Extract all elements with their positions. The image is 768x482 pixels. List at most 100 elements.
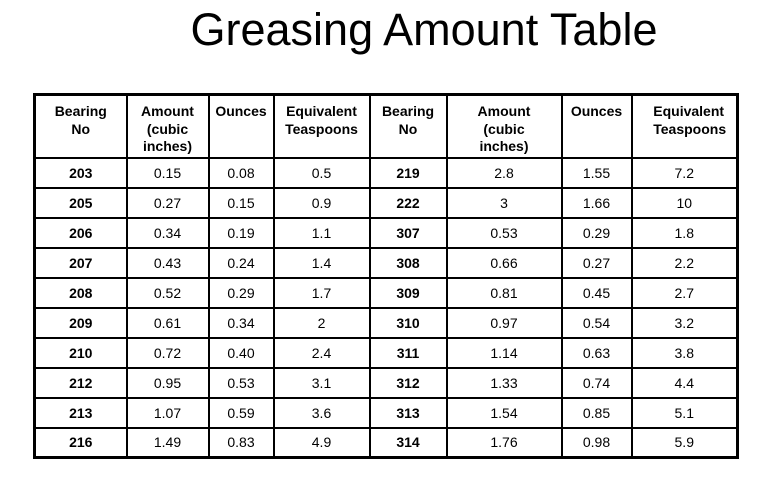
cell-teaspoons: 0.5 — [272, 156, 371, 189]
cell-bearing-no: 213 — [33, 396, 128, 429]
greasing-amount-table: Bearing No Amount (cubic inches) Ounces … — [33, 93, 739, 459]
cell-ounces: 0.08 — [207, 156, 275, 189]
cell-amount: 1.14 — [445, 336, 563, 369]
cell-bearing-no: 314 — [368, 426, 448, 459]
cell-bearing-no: 207 — [33, 246, 128, 279]
page-title: Greasing Amount Table — [190, 4, 658, 55]
table-header-row: Bearing No Amount (cubic inches) Ounces … — [33, 93, 739, 159]
cell-ounces: 0.59 — [207, 396, 275, 429]
cell-ounces: 1.66 — [560, 186, 633, 219]
cell-teaspoons: 4.4 — [630, 366, 739, 399]
cell-ounces: 0.40 — [207, 336, 275, 369]
cell-teaspoons: 2.7 — [630, 276, 739, 309]
cell-amount: 2.8 — [445, 156, 563, 189]
cell-amount: 1.54 — [445, 396, 563, 429]
col-header-ounces: Ounces — [207, 93, 275, 159]
cell-ounces: 0.27 — [560, 246, 633, 279]
cell-teaspoons: 10 — [630, 186, 739, 219]
cell-teaspoons: 3.2 — [630, 306, 739, 339]
cell-ounces: 0.53 — [207, 366, 275, 399]
table-row: 203 0.15 0.08 0.5 219 2.8 1.55 7.2 — [33, 156, 739, 189]
cell-teaspoons: 3.6 — [272, 396, 371, 429]
table-row: 209 0.61 0.34 2 310 0.97 0.54 3.2 — [33, 306, 739, 339]
cell-teaspoons: 4.9 — [272, 426, 371, 459]
table-row: 212 0.95 0.53 3.1 312 1.33 0.74 4.4 — [33, 366, 739, 399]
cell-amount: 0.43 — [125, 246, 210, 279]
cell-ounces: 0.19 — [207, 216, 275, 249]
cell-amount: 1.07 — [125, 396, 210, 429]
cell-amount: 0.61 — [125, 306, 210, 339]
table-row: 216 1.49 0.83 4.9 314 1.76 0.98 5.9 — [33, 426, 739, 459]
cell-amount: 1.76 — [445, 426, 563, 459]
cell-bearing-no: 219 — [368, 156, 448, 189]
cell-ounces: 0.34 — [207, 306, 275, 339]
cell-bearing-no: 307 — [368, 216, 448, 249]
cell-bearing-no: 208 — [33, 276, 128, 309]
cell-teaspoons: 1.1 — [272, 216, 371, 249]
cell-amount: 0.81 — [445, 276, 563, 309]
cell-bearing-no: 313 — [368, 396, 448, 429]
col-header-amount: Amount (cubic inches) — [125, 93, 210, 159]
cell-amount: 0.97 — [445, 306, 563, 339]
table-row: 210 0.72 0.40 2.4 311 1.14 0.63 3.8 — [33, 336, 739, 369]
cell-teaspoons: 2 — [272, 306, 371, 339]
col-header-ounces: Ounces — [560, 93, 633, 159]
cell-ounces: 0.29 — [207, 276, 275, 309]
cell-amount: 3 — [445, 186, 563, 219]
cell-ounces: 0.63 — [560, 336, 633, 369]
table-row: 213 1.07 0.59 3.6 313 1.54 0.85 5.1 — [33, 396, 739, 429]
cell-teaspoons: 5.9 — [630, 426, 739, 459]
cell-amount: 0.27 — [125, 186, 210, 219]
cell-amount: 0.53 — [445, 216, 563, 249]
col-header-bearing-no: Bearing No — [33, 93, 128, 159]
cell-bearing-no: 209 — [33, 306, 128, 339]
cell-amount: 0.66 — [445, 246, 563, 279]
cell-teaspoons: 7.2 — [630, 156, 739, 189]
cell-teaspoons: 1.7 — [272, 276, 371, 309]
cell-ounces: 0.74 — [560, 366, 633, 399]
table-row: 205 0.27 0.15 0.9 222 3 1.66 10 — [33, 186, 739, 219]
cell-bearing-no: 309 — [368, 276, 448, 309]
table-body: 203 0.15 0.08 0.5 219 2.8 1.55 7.2 205 0.27 0.15 0.… — [33, 156, 739, 459]
cell-ounces: 0.98 — [560, 426, 633, 459]
table-row: 208 0.52 0.29 1.7 309 0.81 0.45 2.7 — [33, 276, 739, 309]
cell-bearing-no: 203 — [33, 156, 128, 189]
cell-amount: 1.49 — [125, 426, 210, 459]
cell-teaspoons: 1.8 — [630, 216, 739, 249]
cell-ounces: 0.54 — [560, 306, 633, 339]
table-row: 206 0.34 0.19 1.1 307 0.53 0.29 1.8 — [33, 216, 739, 249]
cell-amount: 0.72 — [125, 336, 210, 369]
cell-bearing-no: 311 — [368, 336, 448, 369]
col-header-amount: Amount (cubic inches) — [445, 93, 563, 159]
cell-bearing-no: 312 — [368, 366, 448, 399]
cell-teaspoons: 2.2 — [630, 246, 739, 279]
cell-teaspoons: 2.4 — [272, 336, 371, 369]
cell-bearing-no: 206 — [33, 216, 128, 249]
cell-bearing-no: 205 — [33, 186, 128, 219]
cell-amount: 0.34 — [125, 216, 210, 249]
cell-ounces: 0.83 — [207, 426, 275, 459]
cell-teaspoons: 0.9 — [272, 186, 371, 219]
cell-amount: 1.33 — [445, 366, 563, 399]
col-header-teaspoons: Equivalent Teaspoons — [630, 93, 739, 159]
cell-amount: 0.52 — [125, 276, 210, 309]
cell-bearing-no: 222 — [368, 186, 448, 219]
cell-bearing-no: 308 — [368, 246, 448, 279]
cell-teaspoons: 1.4 — [272, 246, 371, 279]
cell-bearing-no: 210 — [33, 336, 128, 369]
cell-bearing-no: 216 — [33, 426, 128, 459]
cell-amount: 0.95 — [125, 366, 210, 399]
col-header-teaspoons: Equivalent Teaspoons — [272, 93, 371, 159]
cell-ounces: 0.24 — [207, 246, 275, 279]
cell-ounces: 0.45 — [560, 276, 633, 309]
cell-teaspoons: 5.1 — [630, 396, 739, 429]
cell-teaspoons: 3.8 — [630, 336, 739, 369]
table-row: 207 0.43 0.24 1.4 308 0.66 0.27 2.2 — [33, 246, 739, 279]
cell-ounces: 0.29 — [560, 216, 633, 249]
cell-ounces: 1.55 — [560, 156, 633, 189]
cell-amount: 0.15 — [125, 156, 210, 189]
cell-ounces: 0.15 — [207, 186, 275, 219]
cell-bearing-no: 212 — [33, 366, 128, 399]
col-header-bearing-no: Bearing No — [368, 93, 448, 159]
cell-teaspoons: 3.1 — [272, 366, 371, 399]
